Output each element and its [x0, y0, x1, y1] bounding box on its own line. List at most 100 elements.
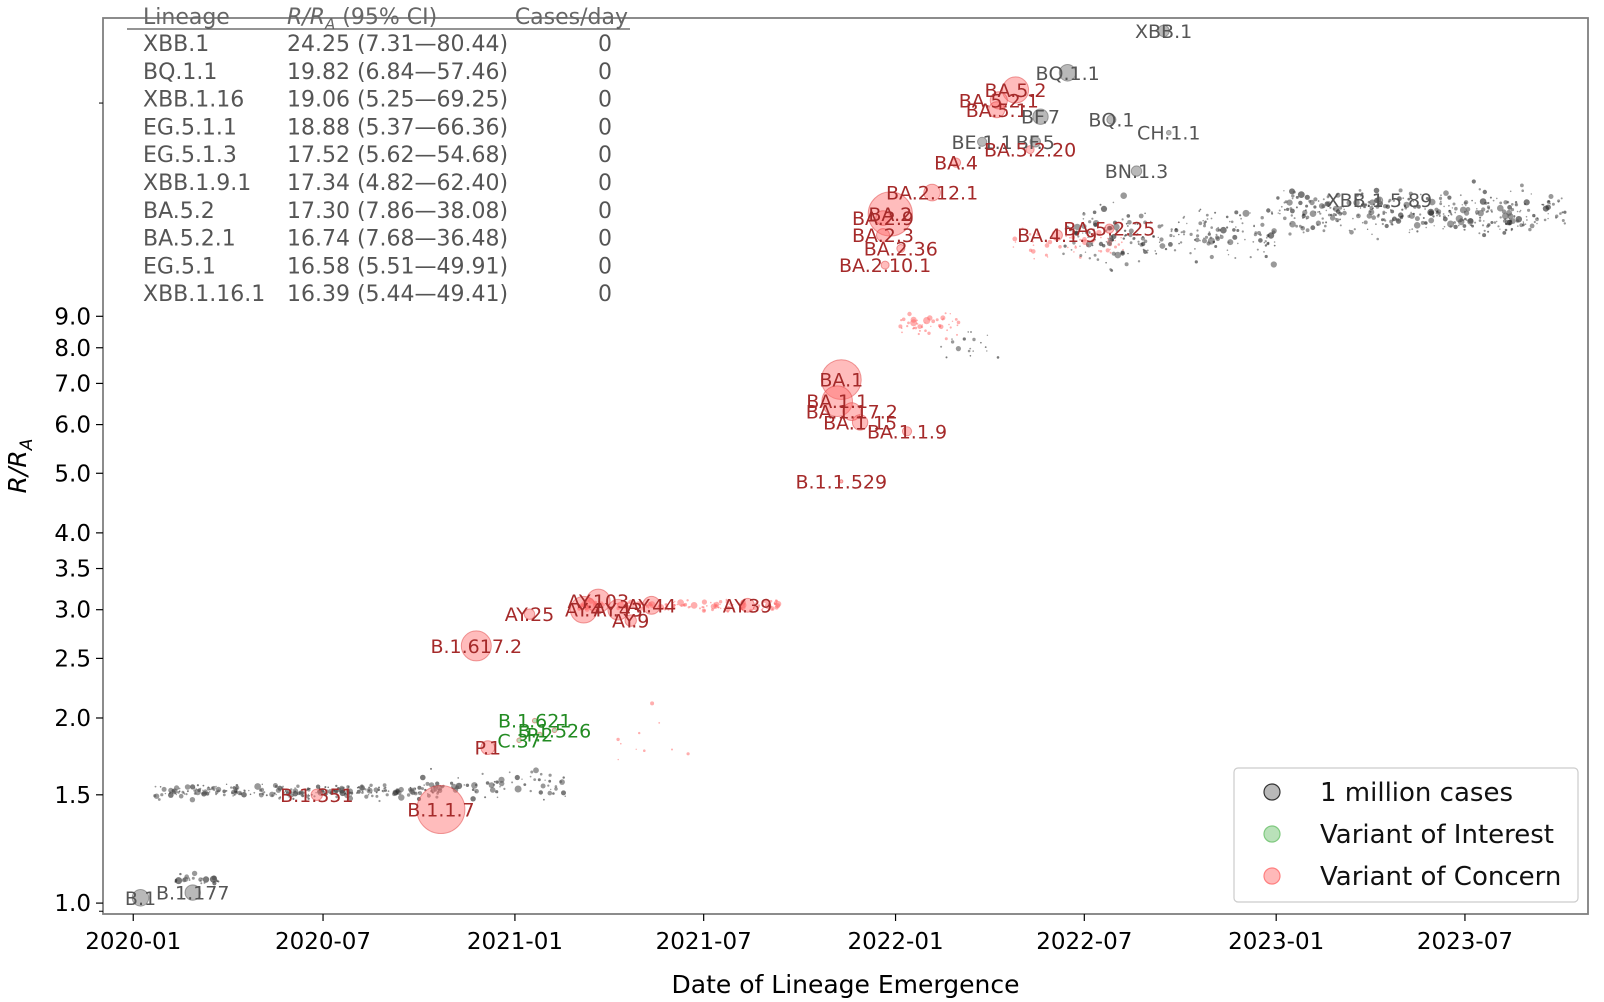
y-tick-label: 5.0: [54, 461, 91, 487]
background-dot: [275, 793, 277, 796]
background-dot: [1529, 223, 1535, 229]
background-dot: [1229, 220, 1231, 223]
background-dot: [539, 772, 543, 776]
background-dot: [1513, 217, 1515, 219]
bubble-label: BA.1.1: [806, 391, 868, 413]
background-dot: [1509, 190, 1512, 193]
background-dot: [1142, 248, 1145, 251]
background-dot: [335, 795, 339, 799]
x-tick-label: 2021-01: [467, 929, 563, 955]
background-dot: [677, 599, 684, 606]
background-dot: [1182, 230, 1186, 234]
background-dot: [616, 606, 620, 611]
background-dot: [1226, 249, 1229, 251]
background-dot: [361, 791, 364, 794]
background-dot: [1442, 228, 1444, 230]
background-dot: [1463, 201, 1467, 205]
background-dot: [1295, 224, 1298, 228]
background-dot: [1082, 218, 1085, 220]
background-dot: [1535, 217, 1539, 222]
bubble-label: B.1.177: [156, 883, 229, 905]
background-dot: [1382, 212, 1385, 215]
background-dot: [775, 603, 781, 609]
background-dot: [1196, 234, 1200, 238]
background-dot: [1137, 240, 1140, 243]
bubble-label: BA.2: [868, 204, 912, 226]
background-dot: [1413, 222, 1421, 229]
background-dot: [392, 791, 397, 797]
background-dot: [726, 610, 729, 613]
background-dot: [335, 790, 338, 792]
background-dot: [1516, 210, 1519, 213]
background-dot: [1334, 213, 1338, 217]
background-dot: [613, 600, 615, 603]
bubble-be-1-1: [977, 136, 988, 147]
background-dot: [1152, 235, 1155, 238]
background-dot: [296, 784, 300, 788]
background-dot: [398, 794, 405, 801]
background-dot: [212, 875, 218, 881]
legend-label: Variant of Interest: [1320, 820, 1554, 850]
table-cell-lineage: BA.5.2: [143, 199, 215, 224]
background-dot: [1088, 220, 1092, 224]
background-dot: [703, 609, 706, 612]
background-dot: [1146, 249, 1149, 252]
background-dot: [285, 789, 289, 793]
bubble-p-2: [537, 731, 543, 738]
bubble-ay-4: [569, 595, 598, 624]
background-dot: [1361, 203, 1363, 206]
bubble-ay-39: [740, 597, 755, 613]
background-dot: [1105, 248, 1110, 253]
background-dot: [215, 793, 218, 796]
table-cell-lineage: XBB.1.16: [143, 88, 244, 113]
background-dot: [212, 881, 217, 886]
background-dot: [1391, 223, 1394, 226]
background-dot: [364, 788, 367, 791]
background-dot: [178, 787, 181, 790]
background-dot: [955, 346, 962, 352]
background-dot: [1283, 216, 1287, 221]
background-dot: [350, 795, 352, 797]
background-dot: [621, 600, 624, 604]
background-dot: [1530, 193, 1533, 195]
background-dot: [259, 788, 262, 792]
background-dot: [1021, 227, 1024, 230]
background-dot: [1113, 223, 1120, 231]
bubble-b-1-1-529: [839, 479, 844, 484]
background-dot: [547, 790, 553, 796]
background-dot: [1100, 205, 1108, 212]
background-dot: [1321, 204, 1326, 209]
background-dot: [1109, 268, 1112, 271]
background-dot: [907, 311, 912, 317]
background-dot: [986, 350, 988, 352]
background-dot: [1212, 240, 1216, 244]
background-dot: [663, 607, 667, 611]
background-dot: [1506, 200, 1510, 204]
bubble-ba-4-1-9: [1051, 229, 1063, 241]
background-dot: [1111, 233, 1117, 240]
bubble-ay-103: [586, 588, 611, 614]
bubble-label: BA.5.2.20: [984, 140, 1076, 162]
background-dot: [1425, 226, 1427, 229]
background-dot: [714, 604, 718, 608]
background-dot: [1524, 223, 1527, 225]
background-dot: [1376, 237, 1379, 241]
background-dot: [1090, 242, 1094, 245]
background-dot: [1453, 224, 1458, 230]
background-dot: [1447, 215, 1450, 217]
background-dot: [686, 599, 689, 602]
background-dot: [1359, 194, 1362, 197]
background-dot: [1271, 228, 1277, 234]
background-dot: [248, 789, 250, 792]
background-dot: [1194, 248, 1196, 250]
background-dot: [1504, 222, 1508, 226]
background-dot: [514, 774, 520, 781]
y-tick-label: 2.0: [54, 706, 91, 732]
background-dot: [174, 792, 176, 794]
background-dot: [1263, 251, 1265, 253]
background-dot: [1073, 227, 1075, 229]
background-dot: [1434, 207, 1439, 212]
background-dot: [940, 315, 946, 321]
background-dot: [1198, 210, 1201, 212]
background-dot: [275, 787, 281, 793]
